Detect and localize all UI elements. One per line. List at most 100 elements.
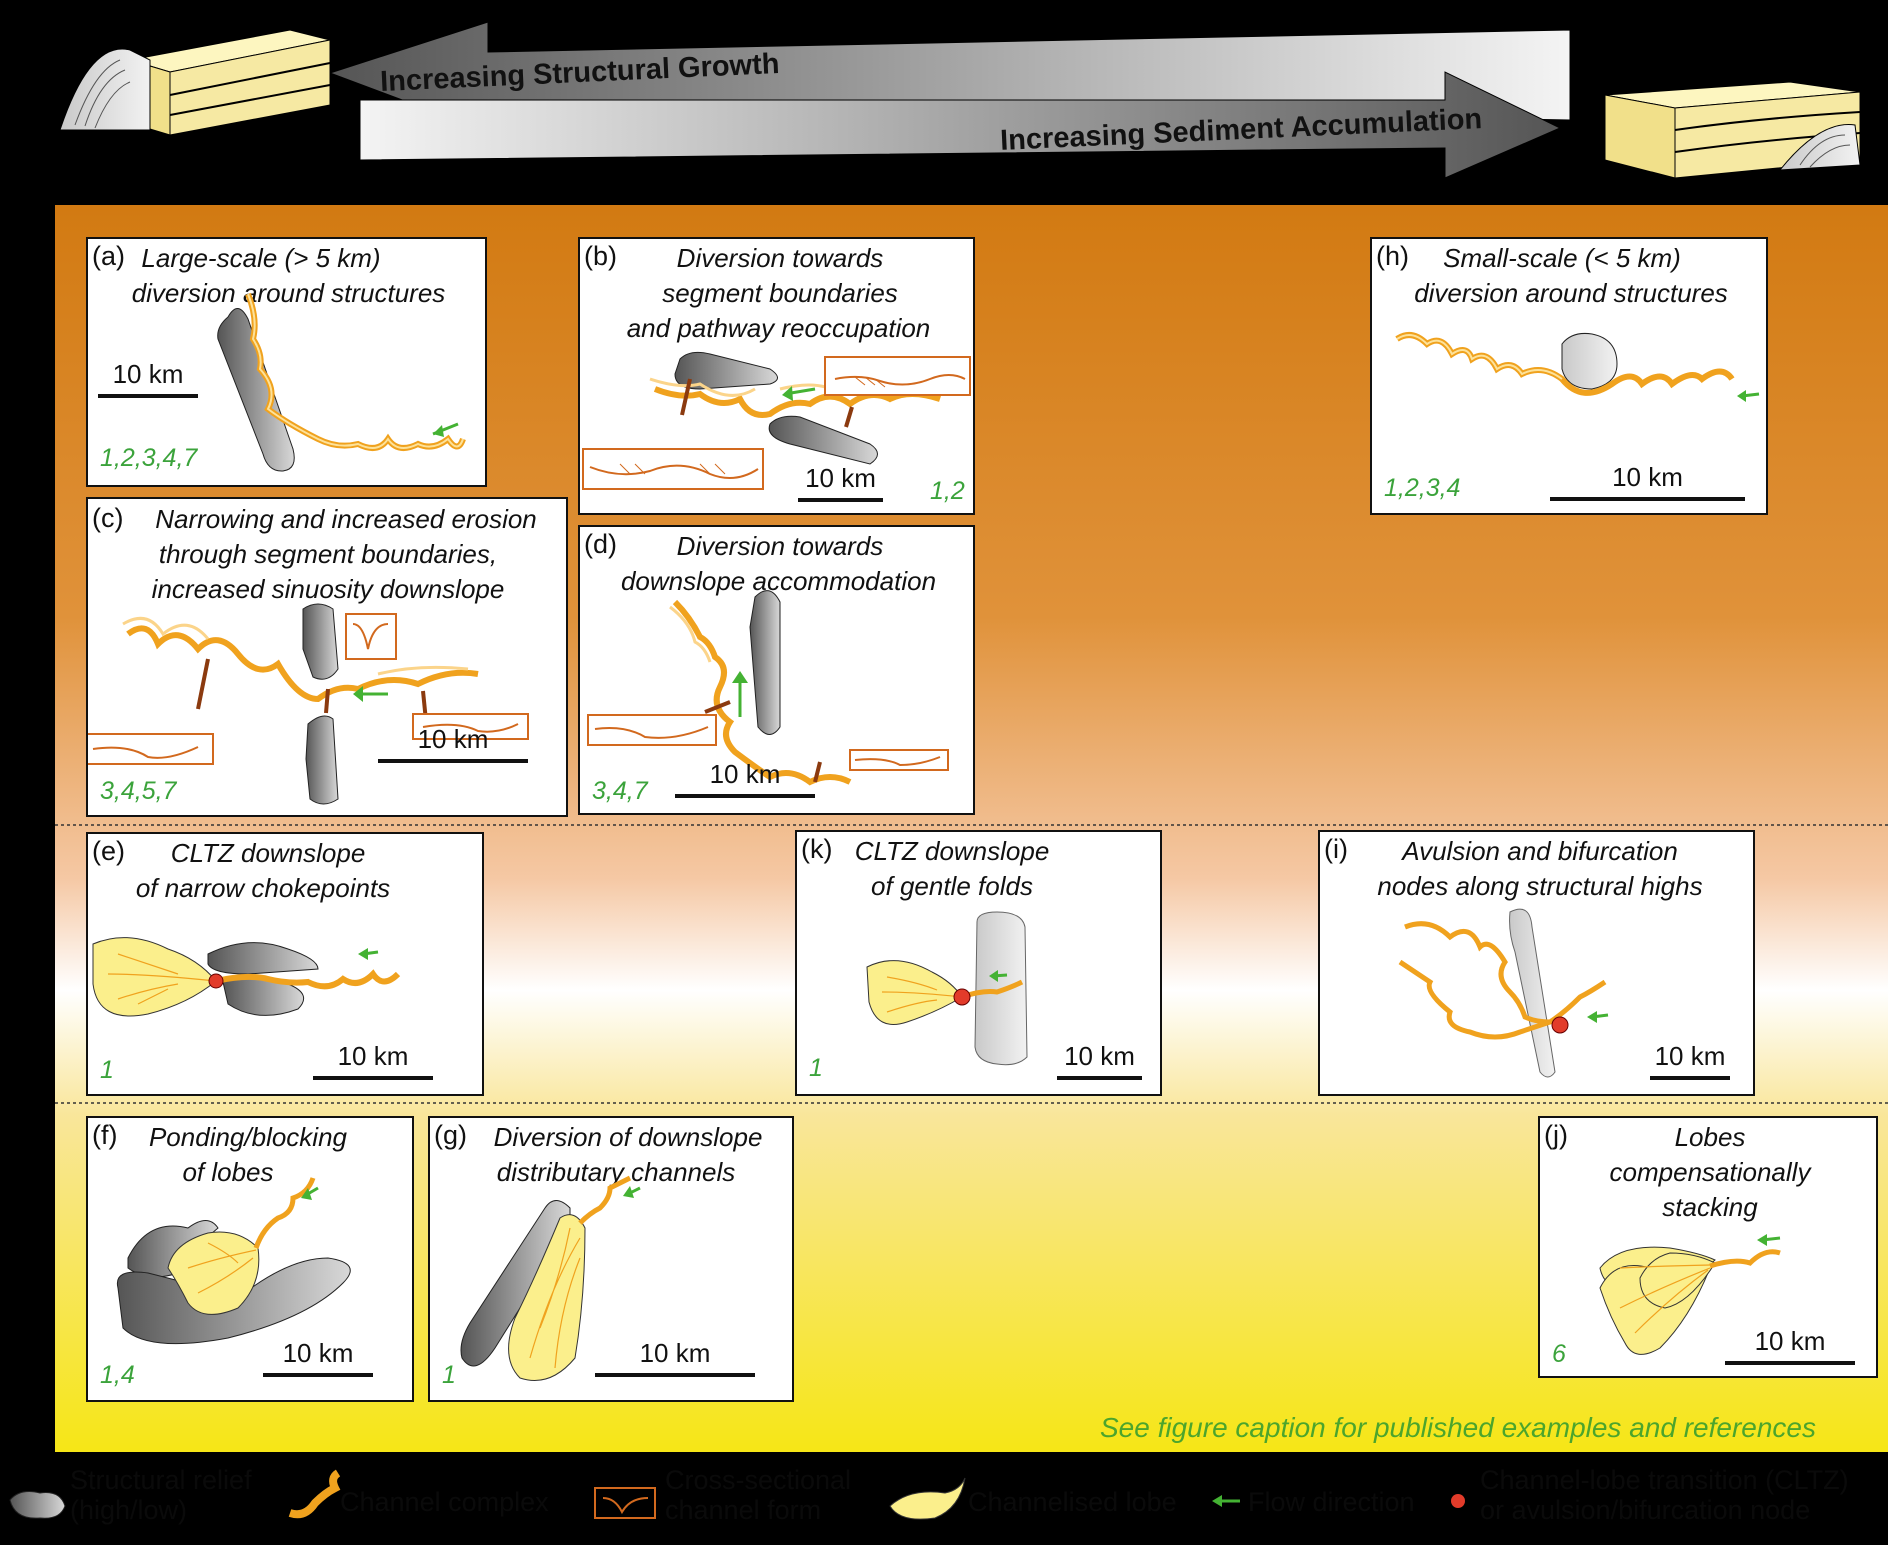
panel-title-line3: increased sinuosity downslope [151, 574, 505, 604]
legend-structure-icon [9, 1491, 66, 1519]
panel-title-line2: compensationally [1609, 1157, 1811, 1187]
panel-f-graphic [116, 1177, 351, 1345]
panel-label: (d) [584, 529, 617, 559]
channel-complex [1404, 921, 1607, 1025]
panel-title-line1: CLTZ downslope [854, 836, 1050, 866]
scale-bar: 10 km [1550, 462, 1745, 501]
panel-label: (a) [92, 241, 125, 271]
scale-bar: 10 km [798, 463, 883, 502]
structure [217, 308, 295, 472]
panel-h-graphic [1395, 332, 1760, 402]
panel-i-graphic [1398, 908, 1609, 1078]
scale-line [263, 1373, 373, 1377]
structure [749, 590, 781, 735]
panel-j: (j) Lobes compensationally stacking 10 k… [1538, 1116, 1878, 1378]
channel-complex [672, 599, 852, 786]
scale-line [1725, 1361, 1855, 1365]
panel-title-line1: Small-scale (< 5 km) [1443, 243, 1681, 273]
legend-channel-label: Channel complex [340, 1487, 549, 1517]
structure [1561, 333, 1618, 390]
structure [207, 942, 319, 975]
panel-j-graphic [1599, 1234, 1781, 1355]
scale-bar: 10 km [98, 359, 198, 398]
legend-lobe-label: Channelised lobe [968, 1487, 1177, 1517]
panel-label: (e) [92, 836, 125, 866]
panel-title-line2: of gentle folds [871, 871, 1033, 901]
scale-bar: 10 km [1650, 1041, 1730, 1080]
structure [460, 1200, 571, 1367]
panel-title-line3: and pathway reoccupation [626, 313, 931, 343]
scale-line [1057, 1076, 1142, 1080]
legend-flow-label: Flow direction [1248, 1487, 1415, 1517]
panel-label: (k) [801, 834, 833, 864]
reference-numbers: 1 [809, 1054, 823, 1082]
scale-label: 10 km [417, 724, 489, 754]
cross-section-inset [849, 749, 949, 771]
panel-a-graphic [217, 292, 466, 472]
legend-channel-icon [288, 1469, 341, 1519]
panel-c-graphic [88, 603, 529, 805]
avulsion-node [1551, 1016, 1569, 1034]
panel-title-line2: diversion around structures [1414, 278, 1728, 308]
panel-k-graphic [866, 911, 1028, 1066]
panel-title-line2: of lobes [182, 1157, 274, 1187]
right-block-diagram [1604, 81, 1861, 179]
caption-note: See figure caption for published example… [1100, 1412, 1816, 1443]
scale-label: 10 km [709, 759, 781, 789]
structure [1509, 908, 1556, 1078]
scale-bar: 10 km [313, 1041, 433, 1080]
panel-title-line1: Diversion towards [676, 243, 884, 273]
panel-label: (h) [1376, 241, 1409, 271]
channel-complex [126, 625, 479, 703]
scale-label: 10 km [1064, 1041, 1135, 1071]
lobe [92, 937, 217, 1017]
panel-title-line2: of narrow chokepoints [135, 873, 391, 903]
scale-bar: 10 km [1057, 1041, 1142, 1080]
panel-title-line1: Diversion of downslope [493, 1122, 763, 1152]
section-line [813, 761, 822, 783]
scale-bar: 10 km [1725, 1326, 1855, 1365]
panel-e-graphic [92, 937, 401, 1017]
panel-title-line1: Diversion towards [676, 531, 884, 561]
cltz-node [953, 988, 971, 1006]
legend-section-label: Cross-sectional channel form [665, 1465, 852, 1525]
left-block-diagram [59, 29, 331, 136]
panel-title-line1: Avulsion and bifurcation [1402, 836, 1678, 866]
channel-complex [961, 979, 1024, 1000]
panel-label: (f) [92, 1120, 118, 1150]
scale-bar: 10 km [263, 1338, 373, 1377]
lobe [167, 1231, 260, 1315]
section-line [704, 700, 731, 714]
section-line [324, 688, 330, 714]
channel-complex [578, 1175, 632, 1225]
scale-line [98, 394, 198, 398]
reference-numbers: 1,2,3,4,7 [100, 444, 198, 472]
reference-numbers: 1 [100, 1056, 114, 1084]
panel-title-line1: Ponding/blocking [148, 1122, 348, 1152]
panel-d-graphic [587, 590, 949, 786]
scale-label: 10 km [337, 1041, 409, 1071]
panel-g: (g) Diversion of downslope distributary … [428, 1116, 794, 1402]
panel-label: (j) [1544, 1120, 1568, 1150]
panel-title-line2: diversion around structures [131, 278, 446, 308]
reference-numbers: 3,4,7 [592, 777, 648, 805]
panel-a: (a) Large-scale (> 5 km) diversion aroun… [86, 237, 487, 487]
panel-title-line2: downslope accommodation [620, 566, 937, 596]
panel-f: (f) Ponding/blocking of lobes 10 km 1,4 [86, 1116, 414, 1402]
section-line [196, 658, 210, 710]
panel-e: (e) CLTZ downslope of narrow chokepoints… [86, 832, 484, 1096]
panel-title-line1: Narrowing and increased erosion [155, 504, 537, 534]
cross-section-inset [587, 714, 717, 746]
reference-numbers: 1,4 [100, 1361, 135, 1389]
channel-complex [1709, 1249, 1781, 1269]
scale-label: 10 km [1612, 462, 1683, 492]
panel-title-line3: stacking [1662, 1192, 1758, 1222]
structure [302, 603, 339, 680]
structure [305, 715, 339, 805]
panel-c: (c) Narrowing and increased erosion thro… [86, 497, 568, 817]
scale-label: 10 km [805, 463, 876, 493]
legend-structure-label: Structural relief (high/low) [70, 1465, 252, 1525]
panel-title-line1: CLTZ downslope [170, 838, 366, 868]
panel-title-line2: through segment boundaries, [158, 539, 498, 569]
